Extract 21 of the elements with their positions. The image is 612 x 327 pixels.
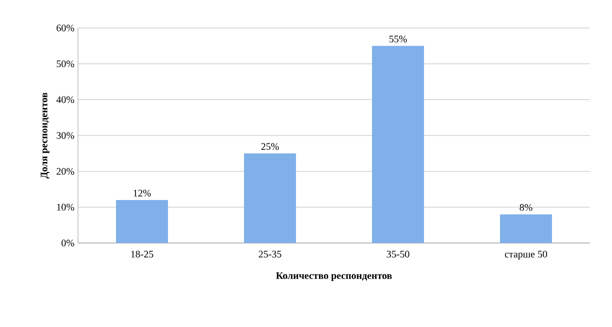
y-tick-label: 60% [56,24,74,32]
y-tick-label: 20% [56,168,74,175]
data-label: 8% [520,204,532,211]
y-axis-title: Доля респондентов [40,92,50,179]
bar [244,153,296,243]
x-tick-label: 35-50 [386,250,410,258]
y-tick-label: 50% [56,60,74,68]
x-tick-label: 18-25 [131,250,154,258]
y-tick-label: 10% [57,204,74,211]
y-tick-label: 0% [62,240,74,246]
bar [500,214,552,243]
y-tick-label: 40% [56,96,74,104]
bar [372,46,424,243]
x-tick-label: старше 50 [504,250,548,260]
data-label: 55% [389,36,407,42]
y-tick-label: 30% [56,132,74,139]
data-label: 12% [134,190,151,196]
x-axis-title: Количество респондентов [276,272,392,282]
data-label: 25% [261,143,279,150]
bar [116,200,168,243]
x-tick-label: 25-35 [258,250,282,258]
